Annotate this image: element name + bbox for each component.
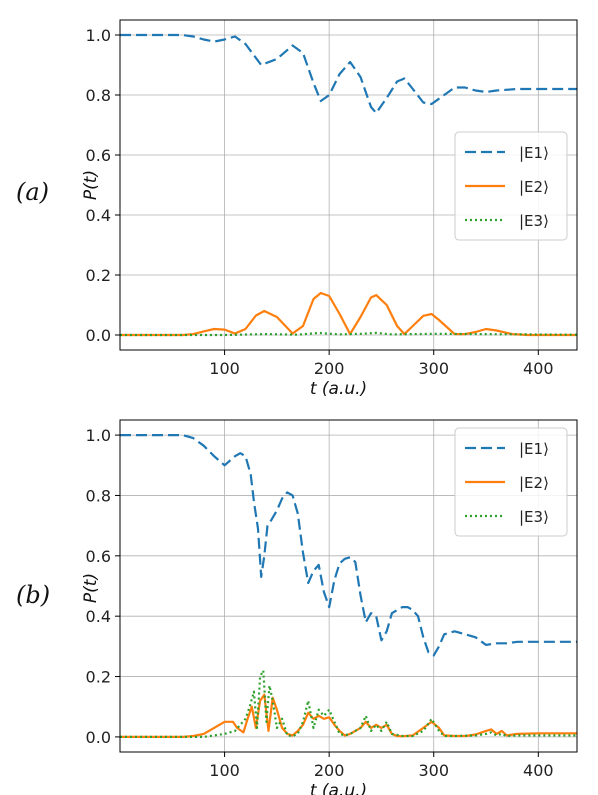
- x-axis-label: t (a.u.): [310, 781, 367, 795]
- series-line-E2: [120, 291, 577, 337]
- x-tick-label: 100: [209, 359, 240, 378]
- y-axis-label: P(t): [81, 573, 101, 603]
- legend-label-E1: |E1⟩: [519, 144, 549, 162]
- y-tick-label: 0.6: [86, 547, 111, 566]
- legend-label-E2: |E2⟩: [519, 178, 549, 196]
- series-line-E3: [120, 669, 577, 738]
- x-tick-label: 200: [314, 761, 345, 780]
- panel-b: 100 200 300 400 0.0 0.2 0.4 0.6 0.8 1.0 t (a.u.) P(…: [16, 419, 578, 795]
- y-tick-label: 0.4: [86, 206, 111, 225]
- x-tick-label: 300: [418, 761, 449, 780]
- panel-label: (b): [16, 581, 50, 609]
- x-tick-label: 100: [209, 761, 240, 780]
- panel-a: 100 200 300 400 0.0 0.2 0.4 0.6 0.8 1.0 t (a.u.) P(…: [16, 19, 578, 399]
- series-line-E1: [120, 33, 577, 115]
- legend-box: [454, 131, 568, 241]
- y-tick-label: 0.0: [86, 728, 111, 747]
- x-tick-label: 400: [523, 761, 554, 780]
- x-tick-label: 300: [418, 359, 449, 378]
- legend-label-E1: |E1⟩: [519, 440, 549, 458]
- y-tick-label: 0.0: [86, 326, 111, 345]
- series-line-E3: [120, 331, 577, 337]
- legend-label-E2: |E2⟩: [519, 474, 549, 492]
- legend-label-E3: |E3⟩: [519, 508, 549, 526]
- axes-frame: [119, 419, 578, 753]
- y-tick-label: 0.8: [86, 486, 111, 505]
- panel-label: (a): [16, 178, 49, 206]
- legend-label-E3: |E3⟩: [519, 212, 549, 230]
- legend: |E1⟩ |E2⟩ |E3⟩: [454, 427, 568, 537]
- y-tick-label: 1.0: [86, 26, 111, 45]
- y-tick-label: 0.2: [86, 668, 111, 687]
- legend: |E1⟩ |E2⟩ |E3⟩: [454, 131, 568, 241]
- axes-frame: [119, 19, 578, 351]
- y-tick-label: 1.0: [86, 426, 111, 445]
- x-tick-label: 400: [523, 359, 554, 378]
- y-tick-label: 0.2: [86, 266, 111, 285]
- series-line-E2: [120, 693, 577, 738]
- legend-box: [454, 427, 568, 537]
- y-tick-label: 0.8: [86, 86, 111, 105]
- y-tick-label: 0.4: [86, 607, 111, 626]
- y-axis-label: P(t): [81, 170, 101, 200]
- x-axis-label: t (a.u.): [310, 379, 367, 399]
- x-tick-label: 200: [314, 359, 345, 378]
- series-line-E1: [120, 434, 577, 657]
- y-tick-label: 0.6: [86, 146, 111, 165]
